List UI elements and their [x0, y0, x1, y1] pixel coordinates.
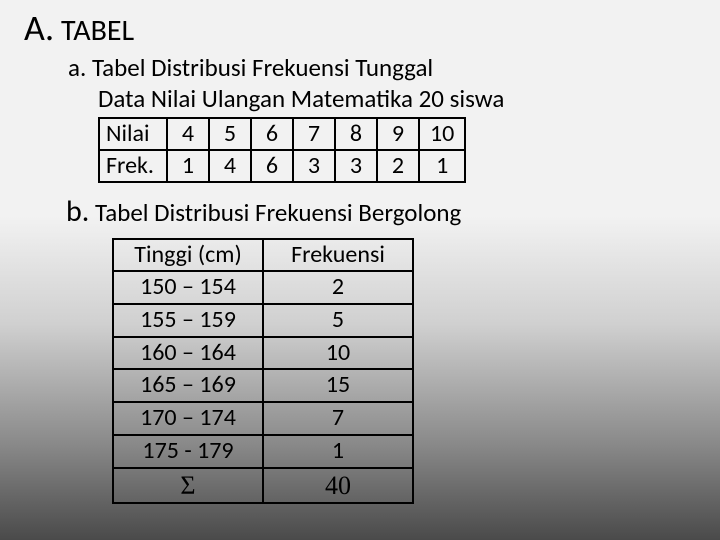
cell: 3 — [293, 150, 335, 182]
cell: 5 — [209, 118, 251, 150]
row-label-nilai: Nilai — [99, 118, 167, 150]
subsection-a-desc: Data Nilai Ulangan Matematika 20 siswa — [98, 83, 720, 114]
table-bergolong-wrap: Tinggi (cm) Frekuensi 150 – 154 2 155 – … — [112, 238, 720, 504]
cell: 9 — [377, 118, 419, 150]
sigma-label: Σ — [113, 468, 263, 503]
cell: 7 — [263, 402, 413, 435]
table-row: 175 - 179 1 — [113, 435, 413, 468]
cell: 6 — [251, 150, 293, 182]
table-bergolong: Tinggi (cm) Frekuensi 150 – 154 2 155 – … — [112, 238, 414, 504]
section-heading: A. TABEL — [24, 6, 720, 50]
table-row: 160 – 164 10 — [113, 337, 413, 370]
table-row: Nilai 4 5 6 7 8 9 10 — [99, 118, 465, 150]
col-header-frek: Frekuensi — [263, 239, 413, 272]
cell: 8 — [335, 118, 377, 150]
cell: 2 — [377, 150, 419, 182]
table-tunggal-wrap: Nilai 4 5 6 7 8 9 10 Frek. 1 4 6 3 3 2 1 — [98, 117, 720, 183]
cell: 5 — [263, 304, 413, 337]
table-row: 165 – 169 15 — [113, 369, 413, 402]
cell: 1 — [167, 150, 209, 182]
cell: 175 - 179 — [113, 435, 263, 468]
table-row: 155 – 159 5 — [113, 304, 413, 337]
cell: 3 — [335, 150, 377, 182]
cell: 4 — [209, 150, 251, 182]
subsection-a-title: a. Tabel Distribusi Frekuensi Tunggal — [68, 52, 720, 83]
heading-title: TABEL — [61, 12, 134, 49]
cell: 150 – 154 — [113, 271, 263, 304]
heading-letter: A. — [24, 6, 54, 50]
table-row-total: Σ 40 — [113, 468, 413, 503]
col-header-tinggi: Tinggi (cm) — [113, 239, 263, 272]
cell: 2 — [263, 271, 413, 304]
cell: 10 — [419, 118, 465, 150]
subsection-b-text: Tabel Distribusi Frekuensi Bergolong — [95, 197, 461, 228]
subsection-b-label: b. — [66, 193, 89, 230]
cell: 1 — [419, 150, 465, 182]
table-row: 170 – 174 7 — [113, 402, 413, 435]
cell: 1 — [263, 435, 413, 468]
cell: 155 – 159 — [113, 304, 263, 337]
table-row: Tinggi (cm) Frekuensi — [113, 239, 413, 272]
row-label-frek: Frek. — [99, 150, 167, 182]
table-row: 150 – 154 2 — [113, 271, 413, 304]
cell: 15 — [263, 369, 413, 402]
subsection-a-text: Tabel Distribusi Frekuensi Tunggal — [92, 52, 433, 83]
cell: 170 – 174 — [113, 402, 263, 435]
table-tunggal: Nilai 4 5 6 7 8 9 10 Frek. 1 4 6 3 3 2 1 — [98, 117, 466, 183]
subsection-b-title: b. Tabel Distribusi Frekuensi Bergolong — [66, 193, 720, 230]
table-row: Frek. 1 4 6 3 3 2 1 — [99, 150, 465, 182]
cell: 7 — [293, 118, 335, 150]
subsection-a-label: a. — [68, 52, 86, 83]
cell: 165 – 169 — [113, 369, 263, 402]
cell: 6 — [251, 118, 293, 150]
cell: 4 — [167, 118, 209, 150]
total-value: 40 — [263, 468, 413, 503]
cell: 10 — [263, 337, 413, 370]
cell: 160 – 164 — [113, 337, 263, 370]
